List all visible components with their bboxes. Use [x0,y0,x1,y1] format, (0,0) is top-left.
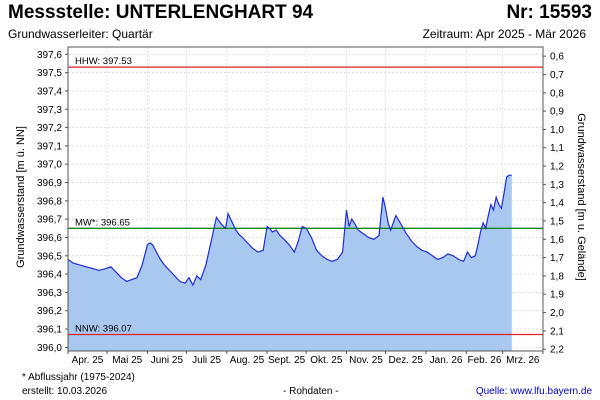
y-tick-label: 396,4 [37,270,62,281]
x-tick-label: Juni 25 [151,355,184,366]
groundwater-area [68,175,512,351]
x-tick-label: Mai 25 [112,355,142,366]
station-number: Nr: 15593 [506,2,592,23]
y2-tick-label: 1,3 [550,180,564,191]
y-tick-label: 396,6 [37,233,62,244]
raw-data-note: - Rohdaten - [283,386,339,397]
plot-frame [67,46,544,352]
x-tick-label: Aug. 25 [230,355,265,366]
y2-tick-label: 1,5 [550,216,564,227]
y2-tick-label: 1,9 [550,290,564,301]
y2-tick-label: 2,2 [550,345,564,356]
reference-label: HHW: 397.53 [75,56,132,67]
x-tick-label: Juli 25 [192,355,221,366]
y2-tick-label: 1,8 [550,271,564,282]
y2-tick-label: 2,1 [550,326,564,337]
x-tick-label: Feb. 26 [467,355,501,366]
y-tick-label: 396,3 [37,288,62,299]
x-tick-label: Dez. 25 [388,355,423,366]
y2-tick-label: 2,0 [550,308,564,319]
y-tick-label: 396,0 [37,343,62,354]
y-tick-label: 396,8 [37,196,62,207]
y-axis-label: Grundwasserstand [m ü. NN] [15,126,27,268]
y-tick-label: 396,2 [37,306,62,317]
reference-label: MW*: 396.65 [75,217,130,228]
time-period: Zeitraum: Apr 2025 - Mär 2026 [422,27,586,41]
y-tick-label: 396,7 [37,215,62,226]
y2-tick-label: 0,9 [550,107,564,118]
y-tick-label: 397,3 [37,105,62,116]
x-tick-label: Apr. 25 [72,355,104,366]
left-axis: 396,0 396,1 396,2 396,3 396,4 396,5 396,6 396,7… [37,50,68,354]
x-tick-label: Nov. 25 [349,355,383,366]
x-tick-label: Mrz. 26 [506,355,540,366]
source-link[interactable]: Quelle: www.lfu.bayern.de [475,386,592,397]
x-tick-label: Sept. 25 [268,355,306,366]
y-tick-label: 397,5 [37,68,62,79]
reference-label: NNW: 396.07 [75,324,132,335]
x-tick-label: Jan. 26 [430,355,463,366]
y-tick-label: 397,1 [37,141,62,152]
x-tick-label: Okt. 25 [310,355,343,366]
y-tick-label: 397,4 [37,86,62,97]
y2-tick-label: 1,0 [550,125,564,136]
y2-axis-label: Grundwasserstand [m u. Gelände] [575,113,587,281]
y-tick-label: 396,5 [37,251,62,262]
reference-lines: HHW: 397.53 MW*: 396.65 NNW: 396.07 [68,56,543,336]
y-tick-label: 396,1 [37,325,62,336]
y-tick-label: 397,2 [37,123,62,134]
y2-tick-label: 0,7 [550,70,564,81]
right-axis: 0,6 0,7 0,8 0,9 1,0 1,1 1,2 1,3 1,4 1,5 1,6 1,7 1,8 1… [543,52,564,356]
y2-tick-label: 0,6 [550,52,564,63]
footnote: * Abflussjahr (1975-2024) [22,372,135,383]
aquifer-subtitle: Grundwasserleiter: Quartär [8,27,153,41]
y2-tick-label: 0,8 [550,88,564,99]
x-axis: Apr. 25 Mai 25 Juni 25 Juli 25 Aug. 25 Sept. … [67,351,544,366]
y-tick-label: 396,9 [37,178,62,189]
y2-tick-label: 1,2 [550,162,564,173]
y-tick-label: 397,6 [37,50,62,61]
y2-tick-label: 1,6 [550,235,564,246]
y2-tick-label: 1,4 [550,198,564,209]
station-title: Messstelle: UNTERLENGHART 94 [8,2,314,23]
created-date: erstellt: 10.03.2026 [22,386,108,397]
y-tick-label: 397,0 [37,160,62,171]
y2-tick-label: 1,7 [550,253,564,264]
y2-tick-label: 1,1 [550,143,564,154]
groundwater-line [67,174,512,287]
